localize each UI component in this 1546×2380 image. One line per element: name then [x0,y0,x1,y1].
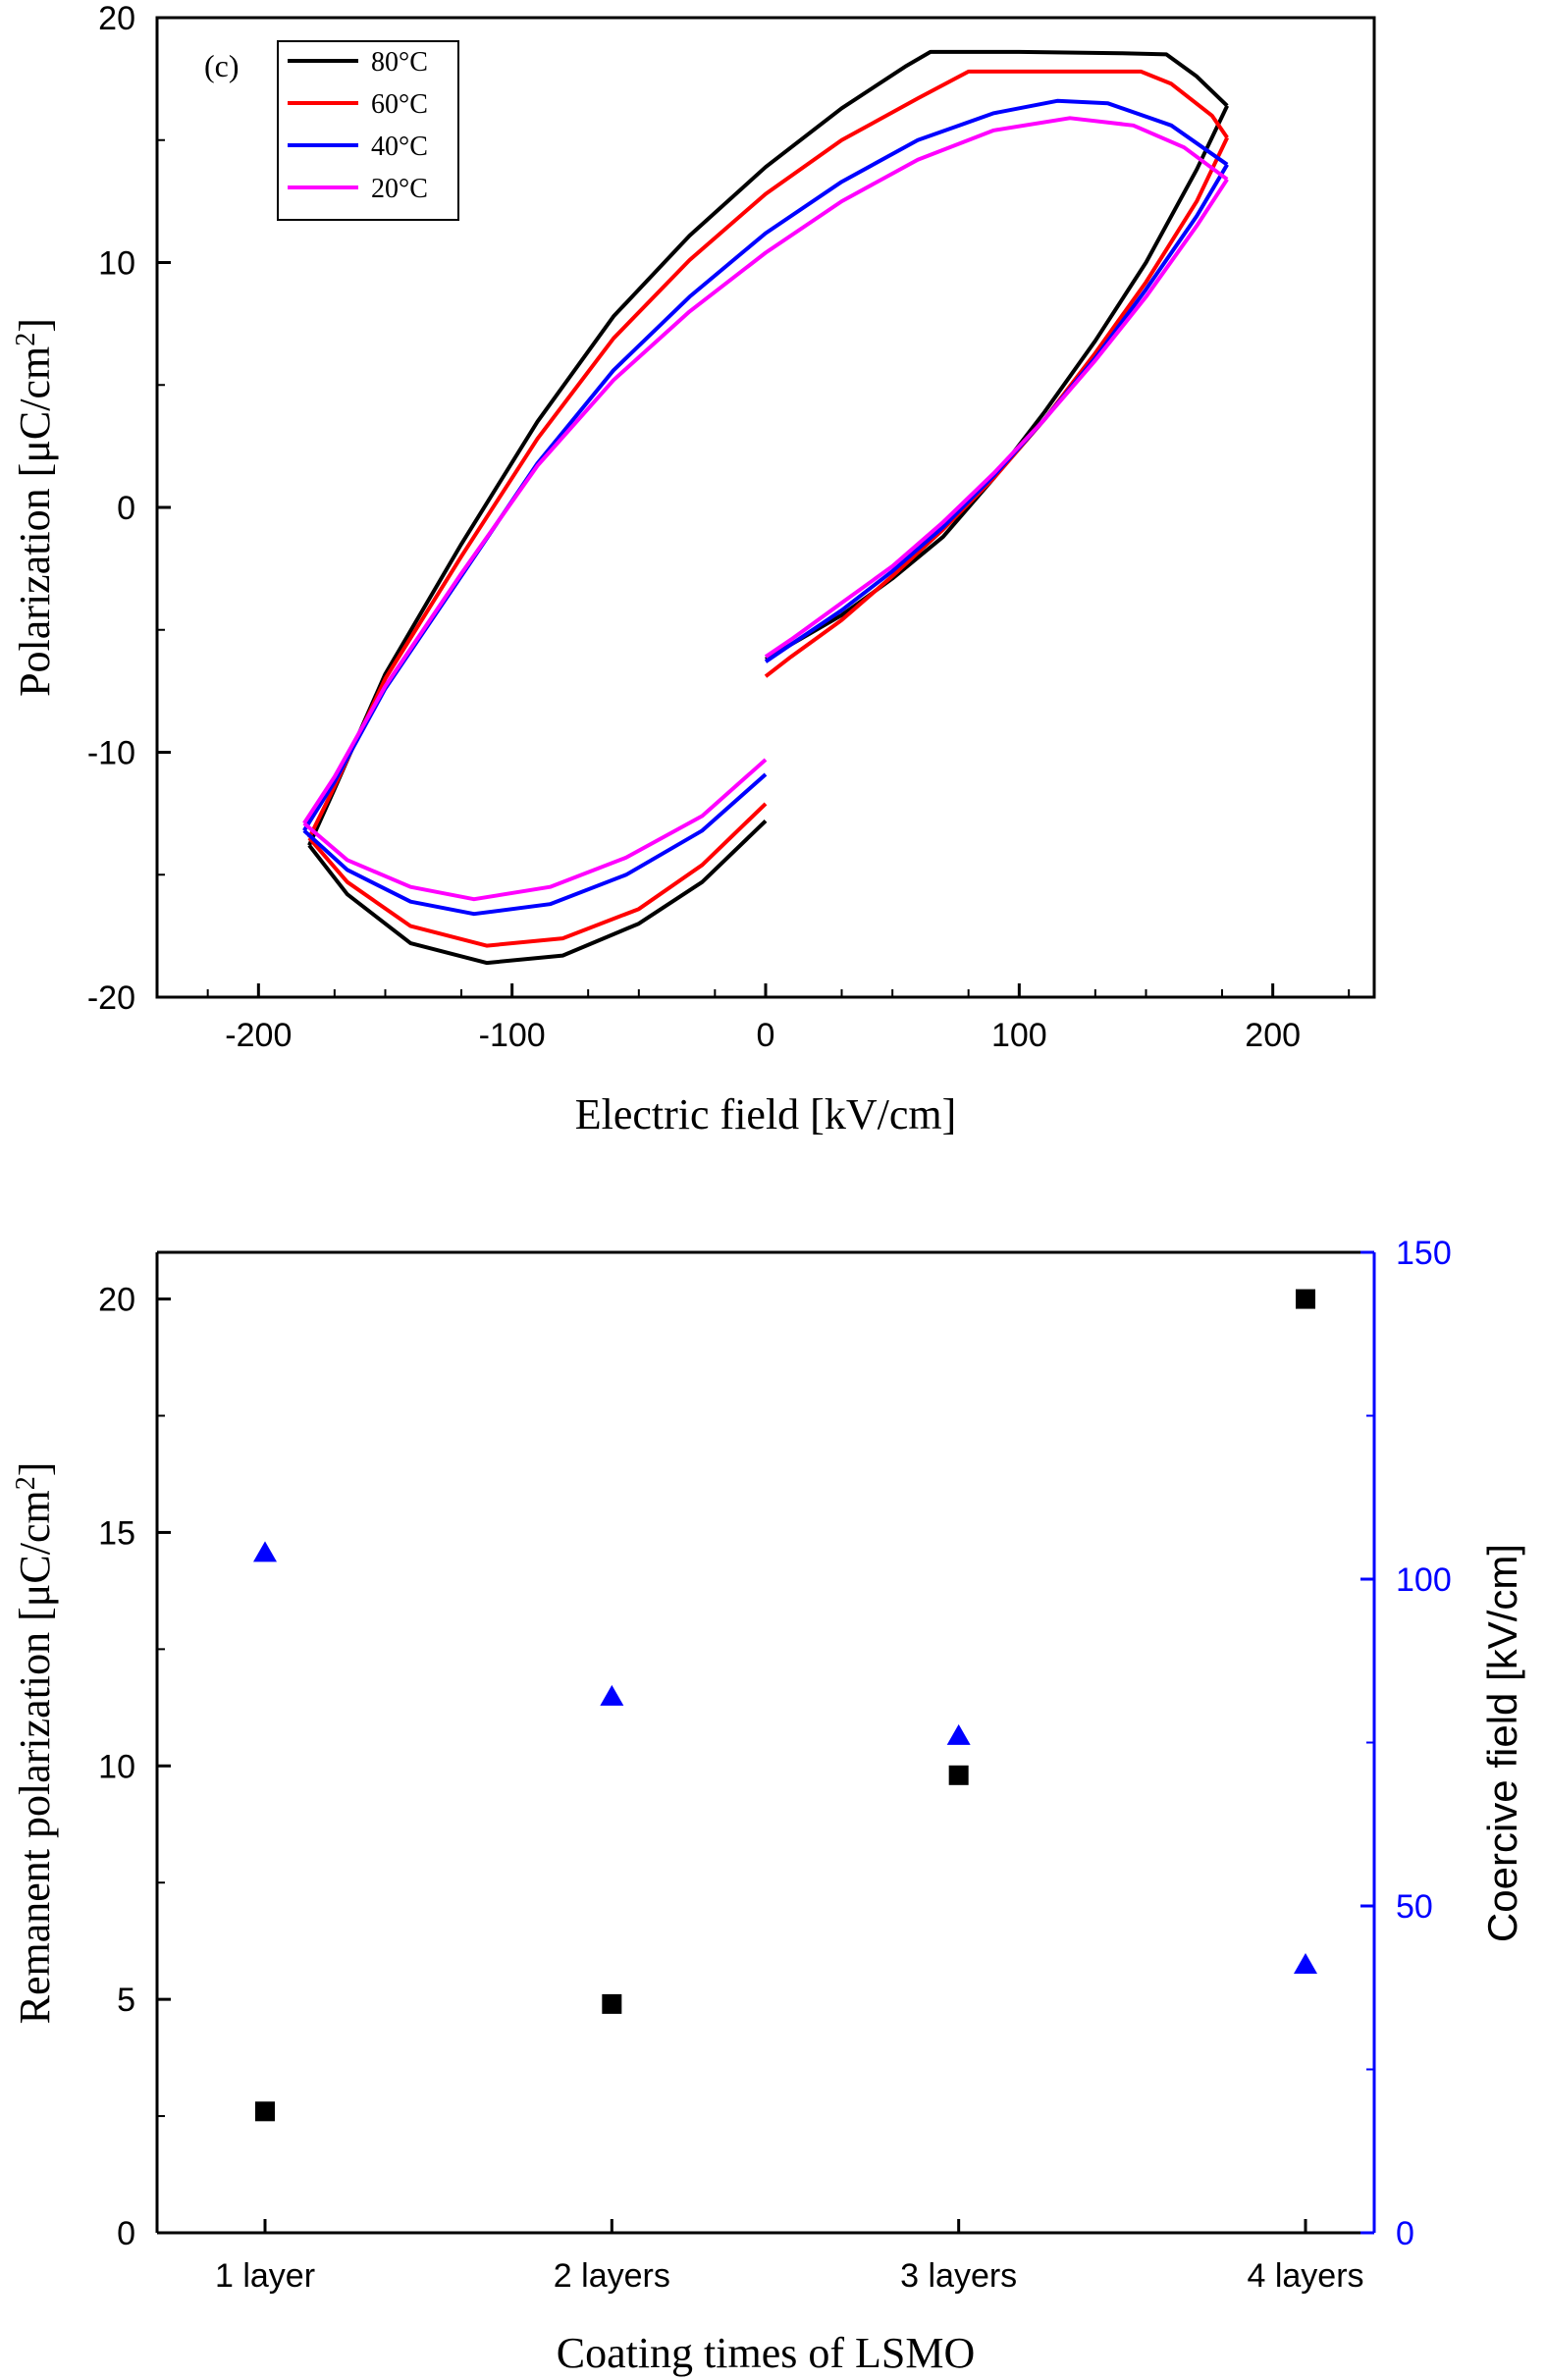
right-y-tick-label: 100 [1396,1561,1452,1599]
coercive-field-point [1294,1952,1317,1974]
y-tick-label: 5 [117,1982,135,2019]
y-tick-label: 0 [117,2215,135,2252]
x-tick-label: 3 layers [900,2257,1017,2295]
legend-label: 60°C [371,89,428,120]
remanent-polarization-point [602,1993,622,2014]
pe-loop-legend: 80°C 60°C 40°C 20°C [277,40,459,221]
coercive-field-point [253,1541,277,1562]
y-tick-label: 10 [98,1748,135,1785]
series-20c-neg-branch [302,758,768,902]
x-tick-label: 1 layer [215,2257,315,2295]
pe-loop-y-ticks: -20 -10 0 10 20 [87,0,171,1017]
legend-box [277,40,459,221]
series-60c-neg-branch [307,802,768,948]
coercive-y-ticks: 0 50 100 150 [1360,1235,1452,2252]
coating-x-ticks: 1 layer 2 layers 3 layers 4 layers [215,2219,1364,2295]
y-tick-label: 0 [117,490,135,527]
remanent-coercive-points [253,1289,1317,2122]
pe-loop-curves [302,49,1230,966]
pe-loop-x-axis-label: Electric field [kV/cm] [575,1090,956,1138]
remanent-polarization-point [255,2101,275,2122]
y-tick-label: -10 [87,735,135,772]
series-80c-lower-branch [764,104,1230,661]
series-40c-neg-branch [302,772,768,917]
remanent-polarization-point [1296,1289,1315,1309]
x-tick-label: 4 layers [1247,2257,1363,2295]
series-20c-upper-branch [302,116,1229,824]
y-tick-label: 20 [98,0,135,37]
legend-label: 80°C [371,47,428,78]
x-tick-label: 0 [757,1017,775,1054]
y-tick-label: -20 [87,979,135,1017]
coercive-field-point [600,1684,624,1706]
y-tick-label: 15 [98,1514,135,1552]
series-20c-lower-branch [764,178,1229,659]
series-80c-upper-branch [307,49,1229,847]
coating-x-axis-label: Coating times of LSMO [557,2329,976,2377]
pe-loop-panel-label: (c) [204,48,240,83]
remanent-y-axis-label: Remanent polarization [μC/cm2] [11,1462,60,2025]
remanent-polarization-point [948,1765,969,1785]
series-60c-lower-branch [764,136,1230,678]
pe-loop-x-ticks: -200 -100 0 100 200 [206,983,1351,1054]
y-tick-label: 10 [98,245,135,283]
series-60c-upper-branch [307,69,1229,839]
x-tick-label: 200 [1245,1017,1301,1054]
x-tick-label: 2 layers [554,2257,670,2295]
legend-label: 40°C [371,132,428,162]
x-tick-label: -200 [225,1017,292,1054]
legend-label: 20°C [371,174,428,204]
series-80c-neg-branch [307,819,768,966]
x-tick-label: -100 [479,1017,546,1054]
right-y-tick-label: 150 [1396,1235,1452,1272]
remanent-y-ticks: 0 5 10 15 20 [98,1282,171,2252]
pe-loop-y-axis-label: Polarization [μC/cm2] [11,318,60,697]
coercive-y-axis-label: Coercive field [kV/cm] [1479,1544,1525,1942]
right-y-tick-label: 0 [1396,2215,1414,2252]
remanent-coercive-chart: 1 layer 2 layers 3 layers 4 layers 0 5 10 15 20… [11,1235,1526,2377]
x-tick-label: 100 [991,1017,1047,1054]
right-y-tick-label: 50 [1396,1888,1433,1926]
coercive-field-point [946,1723,971,1745]
y-tick-label: 20 [98,1282,135,1319]
